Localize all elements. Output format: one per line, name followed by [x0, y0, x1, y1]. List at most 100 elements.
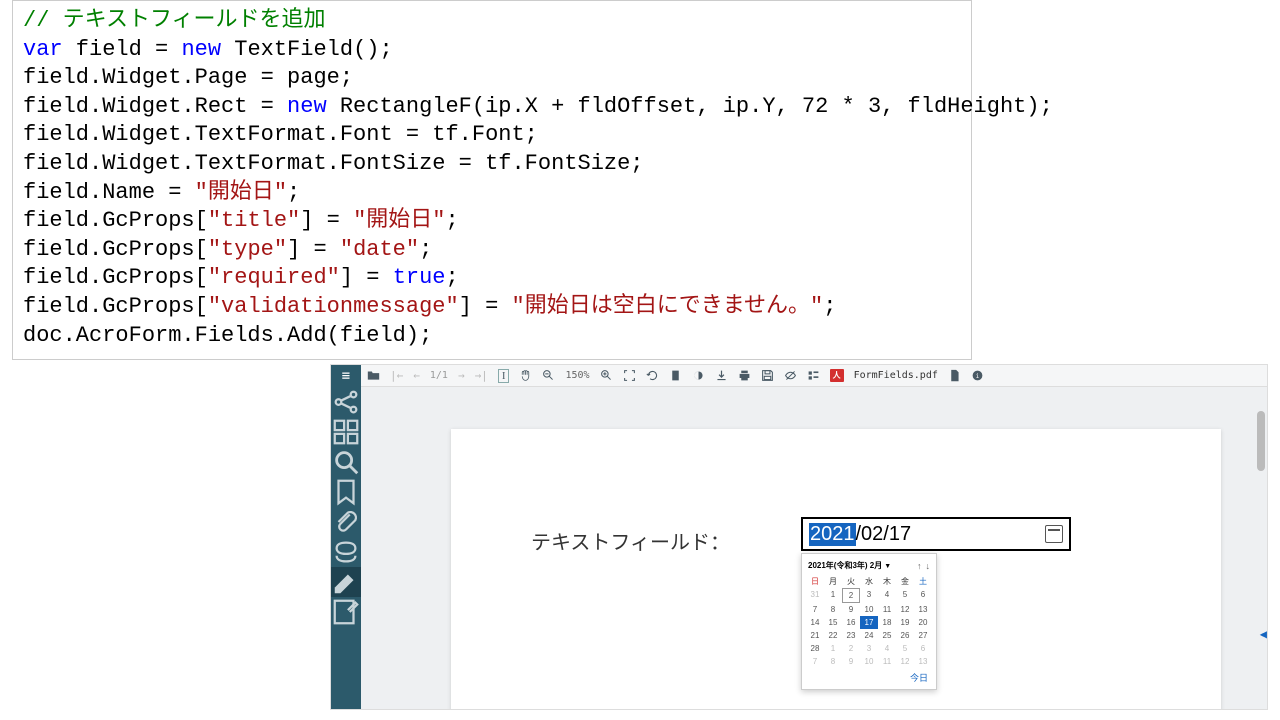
calendar-day-header: 土: [914, 575, 932, 588]
calendar-day[interactable]: 24: [860, 629, 878, 642]
open-icon[interactable]: [367, 369, 380, 382]
zoom-out-icon[interactable]: [542, 369, 555, 382]
calendar-day[interactable]: 19: [896, 616, 914, 629]
tools-icon[interactable]: [807, 369, 820, 382]
thumbnails-icon[interactable]: [331, 417, 361, 447]
doc-props-icon[interactable]: [948, 369, 961, 382]
calendar-day[interactable]: 23: [842, 629, 860, 642]
panel-caret-icon[interactable]: ◀: [1260, 627, 1267, 641]
text-select-icon[interactable]: I: [498, 369, 510, 383]
calendar-day-header: 火: [842, 575, 860, 588]
info-icon[interactable]: i: [971, 369, 984, 382]
calendar-day[interactable]: 22: [824, 629, 842, 642]
calendar-day-header: 日: [806, 575, 824, 588]
calendar-day[interactable]: 6: [914, 588, 932, 603]
pdf-page: テキストフィールド： 2021/02/17 2021年(令和3年) 2月▼ ↑↓…: [451, 429, 1221, 709]
hide-icon[interactable]: [784, 369, 797, 382]
last-page-icon[interactable]: →|: [475, 369, 488, 382]
calendar-day[interactable]: 10: [860, 603, 878, 616]
date-rest: /02/17: [856, 523, 912, 546]
rotate-icon[interactable]: [646, 369, 659, 382]
next-page-icon[interactable]: →: [458, 369, 465, 382]
calendar-day[interactable]: 27: [914, 629, 932, 642]
calendar-title: 2021年(令和3年) 2月: [808, 561, 882, 570]
prev-page-icon[interactable]: ←: [413, 369, 420, 382]
calendar-day[interactable]: 11: [878, 655, 896, 668]
calendar-day[interactable]: 17: [860, 616, 878, 629]
calendar-day[interactable]: 9: [842, 655, 860, 668]
code-panel: // テキストフィールドを追加var field = new TextField…: [12, 0, 972, 360]
form-edit-icon[interactable]: [331, 597, 361, 627]
calendar-day[interactable]: 12: [896, 655, 914, 668]
calendar-day[interactable]: 21: [806, 629, 824, 642]
search-icon[interactable]: [331, 447, 361, 477]
calendar-day[interactable]: 4: [878, 588, 896, 603]
layers-icon[interactable]: [331, 537, 361, 567]
calendar-day[interactable]: 2: [842, 588, 860, 603]
calendar-day[interactable]: 5: [896, 588, 914, 603]
calendar-day[interactable]: 10: [860, 655, 878, 668]
fullscreen-icon[interactable]: [623, 369, 636, 382]
calendar-day[interactable]: 25: [878, 629, 896, 642]
calendar-day[interactable]: 9: [842, 603, 860, 616]
calendar-day[interactable]: 2: [842, 642, 860, 655]
calendar-day[interactable]: 7: [806, 655, 824, 668]
calendar-day[interactable]: 15: [824, 616, 842, 629]
hamburger-icon[interactable]: ≡: [331, 365, 361, 387]
calendar-icon[interactable]: [1045, 525, 1063, 543]
share-icon[interactable]: [331, 387, 361, 417]
calendar-day[interactable]: 8: [824, 655, 842, 668]
calendar-day[interactable]: 1: [824, 642, 842, 655]
svg-text:i: i: [975, 372, 979, 380]
scrollbar[interactable]: [1257, 411, 1265, 471]
calendar-day[interactable]: 11: [878, 603, 896, 616]
field-label: テキストフィールド：: [531, 526, 730, 555]
calendar-day-header: 木: [878, 575, 896, 588]
zoom-in-icon[interactable]: [600, 369, 613, 382]
calendar-day[interactable]: 13: [914, 603, 932, 616]
calendar-day[interactable]: 3: [860, 588, 878, 603]
calendar-day[interactable]: 20: [914, 616, 932, 629]
calendar-day[interactable]: 13: [914, 655, 932, 668]
filename: FormFields.pdf: [854, 370, 938, 381]
calendar-dropdown-icon[interactable]: ▼: [884, 563, 891, 570]
calendar-day[interactable]: 28: [806, 642, 824, 655]
bookmark-icon[interactable]: [331, 477, 361, 507]
zoom-level: 150%: [565, 370, 589, 381]
calendar-prev-icon[interactable]: ↑: [917, 561, 922, 571]
calendar-day[interactable]: 26: [896, 629, 914, 642]
calendar-day[interactable]: 14: [806, 616, 824, 629]
print-icon[interactable]: [738, 369, 751, 382]
first-page-icon[interactable]: |←: [390, 369, 403, 382]
viewer-main: |← ← 1/1 → →| I 150% 人 FormFields.pdf i: [361, 365, 1267, 709]
calendar-grid: 日月火水木金土311234567891011121314151617181920…: [806, 575, 932, 668]
pan-icon[interactable]: [519, 369, 532, 382]
calendar-popup: 2021年(令和3年) 2月▼ ↑↓ 日月火水木金土31123456789101…: [801, 553, 937, 690]
calendar-day-header: 水: [860, 575, 878, 588]
calendar-day[interactable]: 8: [824, 603, 842, 616]
save-icon[interactable]: [761, 369, 774, 382]
theme-icon[interactable]: [692, 369, 705, 382]
calendar-day[interactable]: 5: [896, 642, 914, 655]
calendar-next-icon[interactable]: ↓: [926, 561, 931, 571]
attachment-icon[interactable]: [331, 507, 361, 537]
calendar-day[interactable]: 7: [806, 603, 824, 616]
calendar-day[interactable]: 4: [878, 642, 896, 655]
calendar-day-header: 金: [896, 575, 914, 588]
edit-icon[interactable]: [331, 567, 361, 597]
download-icon[interactable]: [715, 369, 728, 382]
sidebar: ≡: [331, 365, 361, 709]
calendar-today-button[interactable]: 今日: [806, 668, 932, 685]
pdf-viewer: ≡ |← ← 1/1 → →|: [330, 364, 1268, 710]
calendar-day[interactable]: 1: [824, 588, 842, 603]
calendar-day[interactable]: 3: [860, 642, 878, 655]
calendar-day[interactable]: 31: [806, 588, 824, 603]
calendar-day[interactable]: 6: [914, 642, 932, 655]
date-year-selected: 2021: [809, 523, 856, 546]
calendar-day[interactable]: 16: [842, 616, 860, 629]
date-input[interactable]: 2021/02/17: [801, 517, 1071, 551]
calendar-day[interactable]: 12: [896, 603, 914, 616]
single-page-icon[interactable]: [669, 369, 682, 382]
calendar-day[interactable]: 18: [878, 616, 896, 629]
calendar-day-header: 月: [824, 575, 842, 588]
